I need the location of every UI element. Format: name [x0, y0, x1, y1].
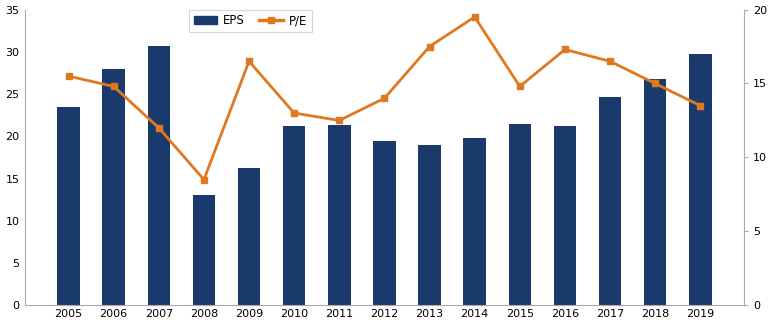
Bar: [418, 145, 441, 305]
Bar: [689, 54, 712, 305]
Bar: [192, 195, 215, 305]
Bar: [328, 125, 351, 305]
Bar: [57, 107, 80, 305]
Bar: [283, 126, 305, 305]
Bar: [463, 138, 486, 305]
Bar: [102, 69, 125, 305]
Bar: [644, 79, 666, 305]
Bar: [148, 46, 170, 305]
Bar: [509, 124, 531, 305]
Bar: [599, 97, 621, 305]
Legend: EPS, P/E: EPS, P/E: [189, 9, 312, 32]
Bar: [553, 126, 576, 305]
Bar: [373, 140, 396, 305]
Bar: [238, 168, 261, 305]
